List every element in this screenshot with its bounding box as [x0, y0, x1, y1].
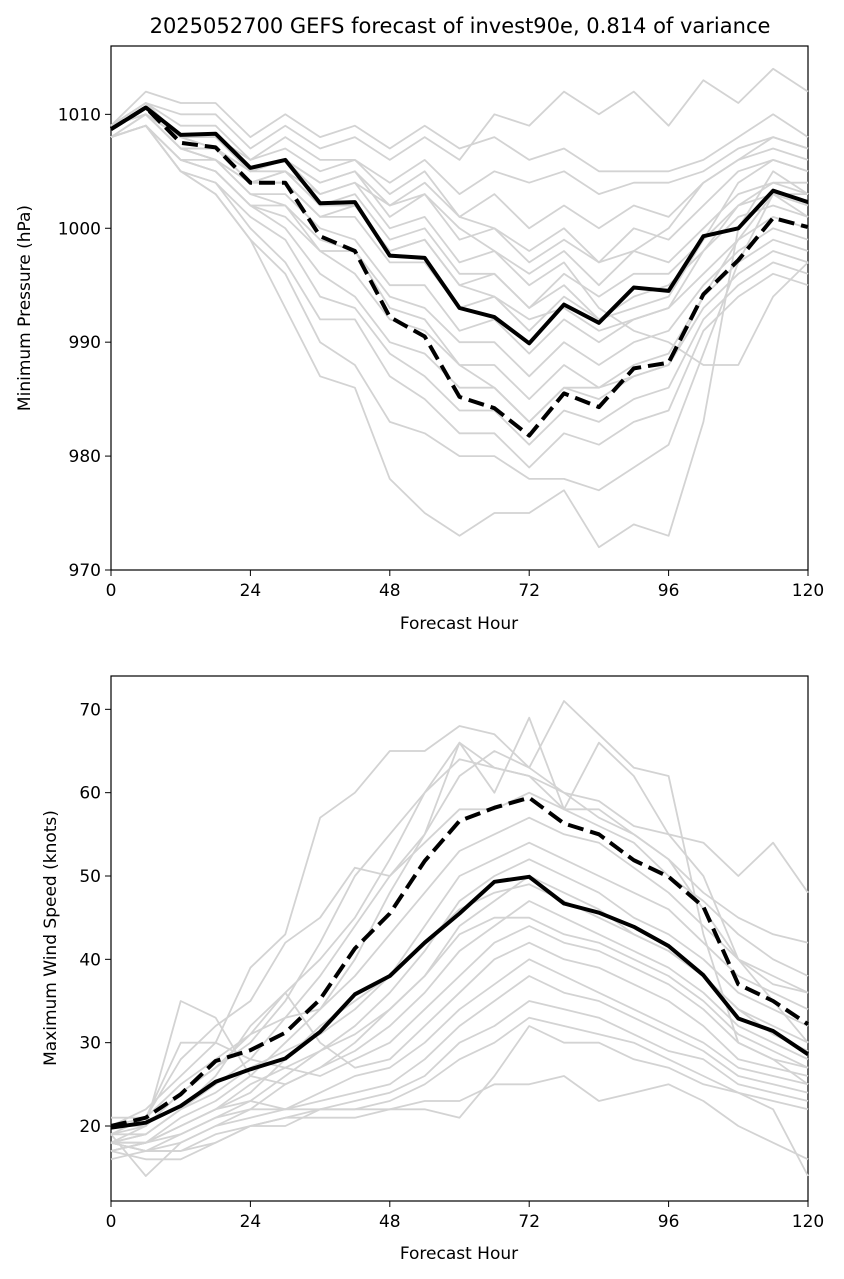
wind-ensemble-lines [110, 700, 809, 1177]
wind-plot-frame [110, 675, 809, 1202]
pressure-x-axis-label: Forecast Hour [400, 614, 518, 634]
pressure-solid-line [109, 105, 809, 346]
wind-x-tick-label: 96 [658, 1212, 680, 1232]
wind-y-axis-ticks: 20 30 40 50 60 70 [79, 700, 111, 1137]
wind-ensemble-member-line [110, 741, 809, 1127]
pressure-y-axis-ticks: 970 980 990 1000 1010 [58, 105, 111, 581]
wind-y-tick-label: 60 [79, 784, 101, 804]
chart-title: 2025052700 GEFS forecast of invest90e, 0… [150, 14, 771, 38]
pressure-x-axis-ticks: 0 24 48 72 96 120 [106, 570, 824, 601]
pressure-y-tick-label: 980 [69, 447, 101, 467]
pressure-ensemble-member-line [110, 124, 809, 378]
pressure-ensemble-member-line [110, 113, 809, 366]
pressure-y-tick-label: 990 [69, 333, 101, 353]
pressure-ensemble-member-line [110, 113, 809, 321]
pressure-ensemble-member-line [110, 124, 809, 446]
wind-solid-line [110, 874, 810, 1130]
wind-ensemble-member-line [110, 1075, 809, 1161]
pressure-highlight-lines [109, 105, 809, 438]
pressure-ensemble-member-line [110, 67, 809, 161]
wind-y-tick-label: 30 [79, 1034, 101, 1054]
wind-dashed-line [110, 795, 810, 1128]
pressure-panel: 2025052700 GEFS forecast of invest90e, 0… [15, 14, 824, 634]
wind-ensemble-member-line [110, 1016, 809, 1152]
wind-x-tick-label: 72 [518, 1212, 540, 1232]
pressure-ensemble-member-line [110, 102, 809, 264]
wind-ensemble-member-line [110, 916, 809, 1152]
pressure-ensemble-member-line [110, 90, 809, 173]
pressure-ensemble-member-line [110, 102, 809, 196]
pressure-ensemble-member-line [110, 124, 809, 549]
pressure-y-axis-label: Minimum Pressure (hPa) [15, 205, 35, 411]
pressure-y-tick-label: 1000 [58, 219, 101, 239]
wind-y-tick-label: 20 [79, 1117, 101, 1137]
wind-ensemble-member-line [111, 975, 809, 1144]
wind-highlight-lines [110, 795, 810, 1130]
pressure-y-tick-label: 1010 [58, 105, 101, 125]
wind-x-tick-label: 48 [379, 1212, 401, 1232]
wind-ensemble-member-line [111, 900, 809, 1127]
wind-x-tick-label: 0 [106, 1212, 117, 1232]
pressure-y-tick-label: 970 [69, 561, 101, 581]
pressure-x-tick-label: 24 [240, 581, 262, 601]
pressure-x-tick-label: 0 [106, 581, 117, 601]
wind-ensemble-member-line [111, 941, 809, 1136]
wind-ensemble-member-line [110, 1000, 809, 1152]
wind-ensemble-member-line [110, 841, 809, 1152]
wind-x-axis-ticks: 0 24 48 72 96 120 [106, 1201, 824, 1232]
wind-x-tick-label: 24 [240, 1212, 262, 1232]
wind-x-tick-label: 120 [792, 1212, 824, 1232]
pressure-x-tick-label: 72 [518, 581, 540, 601]
wind-ensemble-member-line [110, 858, 809, 1161]
pressure-plot-frame [110, 45, 809, 571]
pressure-x-tick-label: 48 [379, 581, 401, 601]
wind-y-tick-label: 40 [79, 950, 101, 970]
wind-x-axis-label: Forecast Hour [400, 1244, 518, 1264]
wind-y-tick-label: 50 [79, 867, 101, 887]
pressure-x-tick-label: 96 [658, 581, 680, 601]
wind-ensemble-member-line [110, 816, 809, 1152]
wind-y-axis-label: Maximum Wind Speed (knots) [41, 810, 61, 1066]
pressure-dashed-line [109, 105, 809, 438]
pressure-x-tick-label: 120 [792, 581, 824, 601]
wind-y-tick-label: 70 [79, 700, 101, 720]
wind-ensemble-member-line [111, 925, 809, 1119]
wind-ensemble-member-line [111, 958, 809, 1144]
